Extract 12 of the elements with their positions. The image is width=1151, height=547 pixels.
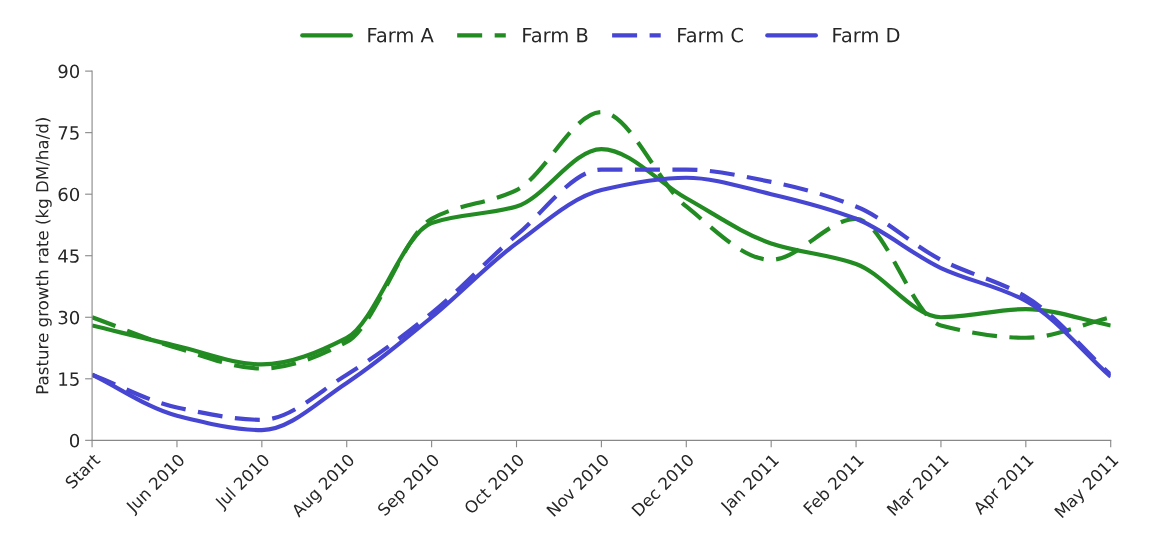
legend-label: Farm A [368,28,434,43]
y-axis-title: Pasture growth rate (kg DM/ha/d) [35,118,52,394]
y-tick-label: 0 [69,433,80,448]
y-tick-label: 45 [58,249,79,263]
y-tick-label: 30 [58,310,80,325]
legend-label: Farm D [833,28,900,43]
y-tick-label: 60 [58,187,80,202]
y-tick-label: 90 [58,64,80,79]
legend-label: Farm C [678,27,743,43]
y-tick-label: 75 [58,126,79,140]
legend-label: Farm B [523,28,588,43]
y-tick-label: 15 [59,372,79,386]
